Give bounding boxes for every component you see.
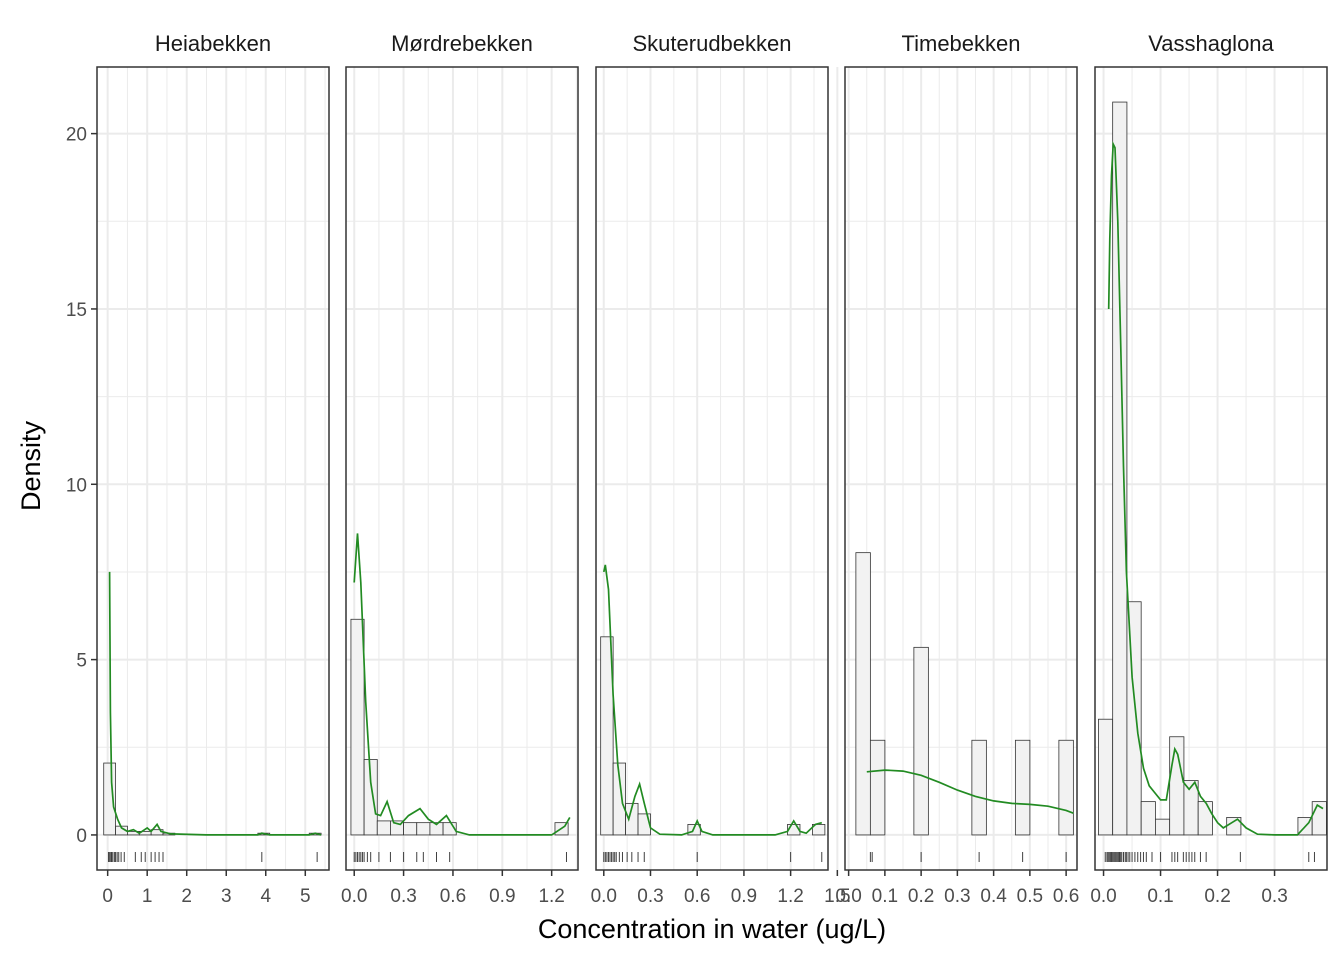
x-tick-label: 0.4	[980, 886, 1007, 907]
x-tick-label: 0.3	[390, 886, 416, 907]
histogram-bar	[1197, 801, 1213, 836]
density-line	[353, 533, 571, 836]
histogram-bar	[600, 636, 614, 836]
histogram-bar	[1126, 601, 1142, 836]
histogram-bar	[787, 824, 801, 836]
histogram-bar	[350, 618, 365, 836]
x-tick-label: 3	[221, 886, 232, 907]
x-tick-label: 2	[181, 886, 192, 907]
x-tick-label: 0.0	[591, 886, 617, 907]
facet-panel: Heiabekken 0 1 2 3 4 5	[96, 31, 330, 907]
facet-strip-title: Timebekken	[901, 31, 1020, 56]
histogram-bar	[103, 762, 116, 836]
histogram-bar	[1183, 780, 1199, 836]
panel-border	[96, 66, 330, 871]
facet-panel: Mørdrebekken 0.0 0.3 0.6 0.9 1.2	[341, 31, 579, 907]
x-tick-label: 0.6	[440, 886, 466, 907]
facet-strip-title: Vasshaglona	[1148, 31, 1274, 56]
x-tick-label: 0.3	[944, 886, 970, 907]
histogram-bar	[376, 820, 391, 836]
panel-border	[595, 66, 829, 871]
panel-grid	[845, 67, 1077, 870]
density-line	[602, 564, 823, 836]
histogram-bar	[971, 739, 987, 836]
histogram-bar	[1058, 739, 1074, 836]
x-tick-label: 0.2	[1204, 886, 1230, 907]
histogram-bar	[1112, 101, 1128, 836]
panel-grid	[346, 67, 578, 870]
histogram-bar	[1140, 801, 1156, 836]
histogram-bar	[913, 646, 929, 836]
density-line	[866, 769, 1074, 814]
density-line	[1107, 140, 1324, 836]
facet-panels: Heiabekken 0 1 2 3 4 5 Mørdrebekken 0.0 0.3 0.6 0.9…	[96, 31, 1328, 907]
histogram-bar	[1014, 739, 1031, 836]
x-tick-label: 0.3	[637, 886, 663, 907]
x-tick-label: 0.9	[489, 886, 515, 907]
x-tick-label: 1.2	[777, 886, 803, 907]
panel-grid	[97, 67, 329, 870]
x-tick-label: 1.2	[538, 886, 564, 907]
panel-border	[844, 66, 1078, 871]
x-tick-label: 0.5	[1017, 886, 1043, 907]
facet-strip-title: Heiabekken	[155, 31, 271, 56]
x-tick-label: 0.1	[1147, 886, 1173, 907]
x-tick-label: 0.2	[908, 886, 934, 907]
x-tick-label: 0.0	[1090, 886, 1116, 907]
x-tick-label: 0	[102, 886, 113, 907]
x-tick-label: 4	[260, 886, 271, 907]
histogram-bar	[612, 762, 626, 836]
x-tick-label: 0.0	[341, 886, 367, 907]
panel-border	[345, 66, 579, 871]
histogram-bar	[403, 822, 418, 836]
y-axis: 0 5 10 15 20	[66, 125, 97, 847]
x-tick-label: 1.5	[824, 886, 850, 907]
histogram-bar	[855, 552, 871, 836]
x-tick-label: 0.0	[835, 886, 861, 907]
y-tick-label: 0	[76, 826, 87, 847]
y-tick-label: 5	[76, 651, 87, 672]
x-tick-label: 0.9	[731, 886, 757, 907]
histogram-bar	[1155, 818, 1171, 836]
facet-strip-title: Skuterudbekken	[633, 31, 792, 56]
histogram-bar	[1098, 718, 1114, 836]
panel-grid	[596, 67, 839, 870]
y-tick-label: 15	[66, 300, 87, 321]
panel-border	[1094, 66, 1328, 871]
histogram-bar	[869, 739, 886, 836]
x-tick-label: 0.1	[872, 886, 898, 907]
facet-panel: Skuterudbekken 0.0 0.3 0.6 0.9 1.2 1.5	[591, 31, 851, 907]
facet-panel: Timebekken 0.0 0.1 0.2 0.3 0.4 0.5 0.6	[835, 31, 1079, 907]
facet-panel: Vasshaglona 0.0 0.1 0.2 0.3	[1090, 31, 1328, 907]
y-axis-title: Density	[16, 420, 46, 511]
x-tick-label: 0.6	[1053, 886, 1079, 907]
histogram-bar	[363, 759, 378, 836]
density-line	[108, 571, 322, 836]
facet-strip-title: Mørdrebekken	[391, 31, 533, 56]
y-tick-label: 10	[66, 475, 87, 496]
x-axis-title: Concentration in water (ug/L)	[538, 914, 886, 944]
x-tick-label: 1	[142, 886, 153, 907]
histogram-bar	[637, 813, 651, 836]
x-tick-label: 5	[300, 886, 311, 907]
x-tick-label: 0.6	[684, 886, 710, 907]
y-tick-label: 20	[66, 125, 87, 146]
x-tick-label: 0.3	[1261, 886, 1287, 907]
histogram-bar	[416, 822, 431, 836]
